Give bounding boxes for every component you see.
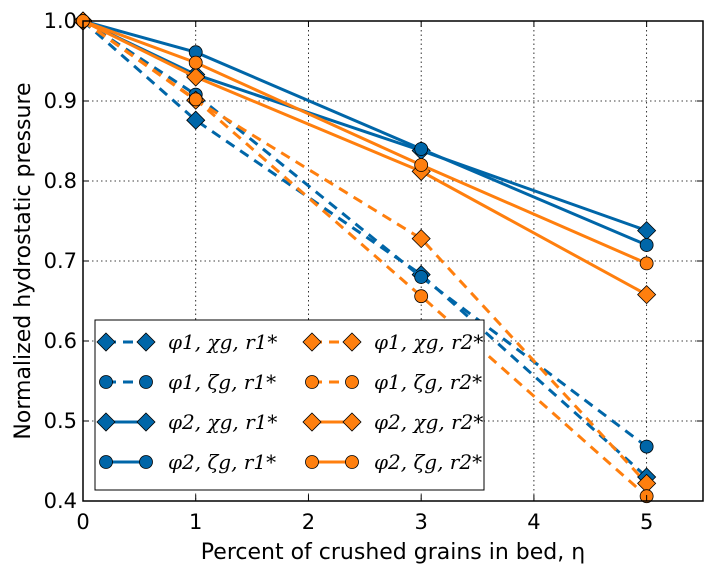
data-point <box>414 158 429 172</box>
legend-marker <box>139 375 153 389</box>
y-tick-label: 1.0 <box>44 9 77 33</box>
y-tick-label: 0.9 <box>44 89 77 113</box>
legend-label: φ2, χg, r1* <box>168 410 277 434</box>
data-point <box>637 221 657 241</box>
x-tick-label: 4 <box>527 510 540 534</box>
legend-marker <box>136 332 156 352</box>
data-point <box>188 55 203 70</box>
legend-label: φ2, χg, r2* <box>374 410 483 434</box>
legend-label: φ1, χg, r2* <box>374 330 483 354</box>
y-tick-label: 0.4 <box>44 489 77 513</box>
series-line <box>82 19 648 296</box>
x-tick-label: 3 <box>414 510 427 534</box>
legend-entry: φ2, ζg, r2* <box>305 450 482 474</box>
legend-entry: φ2, ζg, r1* <box>99 450 276 474</box>
x-tick-label: 2 <box>302 510 315 534</box>
data-point <box>188 92 203 107</box>
data-point <box>186 67 206 87</box>
x-axis-label: Percent of crushed grains in bed, η <box>201 540 585 565</box>
legend-marker <box>305 375 319 389</box>
legend-marker <box>139 455 153 469</box>
series-8 <box>76 14 654 271</box>
series-7 <box>73 11 657 305</box>
y-tick-label: 0.6 <box>44 329 77 353</box>
data-point <box>186 110 206 130</box>
legend-marker <box>96 332 116 352</box>
legend-marker <box>136 412 156 432</box>
legend-box <box>94 319 485 491</box>
legend-entry: φ2, χg, r1* <box>96 410 277 434</box>
legend-label: φ1, ζg, r2* <box>374 370 482 394</box>
data-point <box>411 229 431 249</box>
legend-label: φ1, χg, r1* <box>168 330 277 354</box>
data-point <box>414 142 429 156</box>
legend-entry: φ1, ζg, r2* <box>305 370 482 394</box>
legend-label: φ2, ζg, r1* <box>168 450 276 474</box>
legend-entry: φ1, ζg, r1* <box>99 370 276 394</box>
series-line <box>82 19 648 265</box>
y-tick-label: 0.8 <box>44 169 77 193</box>
data-point <box>639 439 654 454</box>
series-layer <box>73 11 657 504</box>
legend-marker <box>302 412 322 432</box>
y-tick-label: 0.7 <box>44 249 77 273</box>
legend-marker <box>99 455 113 469</box>
legend-marker <box>342 332 362 352</box>
data-point <box>639 238 654 252</box>
y-axis-label: Normalized hydrostatic pressure <box>11 82 36 439</box>
data-point <box>414 289 429 304</box>
legend-label: φ1, ζg, r1* <box>168 370 276 394</box>
x-tick-label: 0 <box>76 510 89 534</box>
x-tick-label: 5 <box>640 510 653 534</box>
ticks: 0 1 2 3 4 5 0.4 0.5 0.6 0.7 0.8 0.9 1.0 <box>44 9 703 534</box>
data-point <box>637 285 657 305</box>
legend-label: φ2, ζg, r2* <box>374 450 482 474</box>
legend-marker <box>345 455 359 469</box>
y-tick-label: 0.5 <box>44 409 77 433</box>
legend-marker <box>345 375 359 389</box>
x-tick-label: 1 <box>189 510 202 534</box>
legend-entry: φ1, χg, r1* <box>96 330 277 354</box>
data-point <box>639 256 654 271</box>
legend-marker <box>305 455 319 469</box>
legend-marker <box>302 332 322 352</box>
series-line <box>82 19 648 498</box>
legend: φ1, χg, r1* φ1, ζg, r1* φ2, χg, r1* φ2, ζg,… <box>94 319 485 491</box>
legend-entry: φ2, χg, r2* <box>302 410 483 434</box>
legend-entry: φ1, χg, r2* <box>302 330 483 354</box>
series-line <box>82 19 648 247</box>
legend-marker <box>96 412 116 432</box>
legend-marker <box>99 375 113 389</box>
data-point <box>414 270 429 284</box>
series-line <box>82 19 648 479</box>
legend-marker <box>342 412 362 432</box>
